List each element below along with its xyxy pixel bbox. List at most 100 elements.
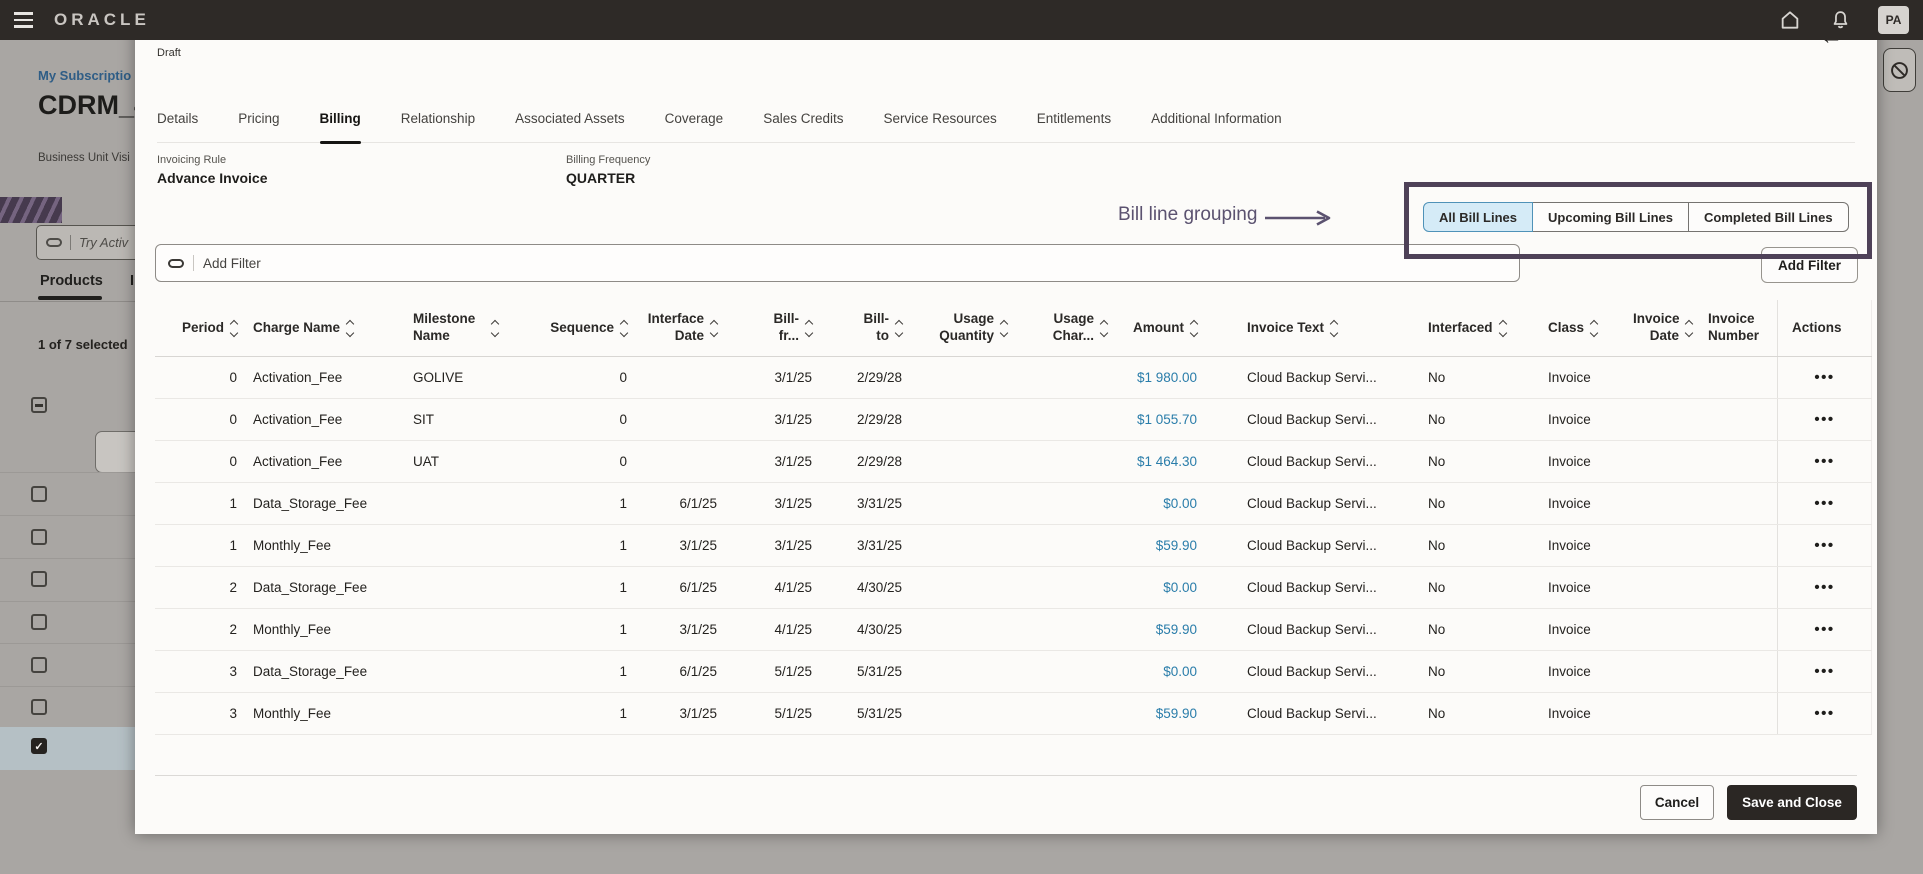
table-row[interactable]: 1 Monthly_Fee 1 3/1/25 3/1/25 3/31/25 $5…	[155, 525, 1872, 567]
table-row[interactable]: 3 Monthly_Fee 1 3/1/25 5/1/25 5/31/25 $5…	[155, 693, 1872, 735]
sort-icon[interactable]	[709, 319, 719, 337]
row-actions-ellipsis-icon[interactable]: •••	[1814, 579, 1835, 596]
sort-icon[interactable]	[1329, 319, 1339, 337]
segment-completed-bill-lines[interactable]: Completed Bill Lines	[1688, 202, 1849, 232]
cell-class: Invoice	[1548, 580, 1591, 595]
row-checkbox[interactable]	[31, 529, 47, 545]
sort-icon[interactable]	[1189, 319, 1199, 337]
cell-amount-link[interactable]: $59.90	[1155, 538, 1197, 553]
bell-icon[interactable]	[1828, 8, 1852, 32]
segment-upcoming-bill-lines[interactable]: Upcoming Bill Lines	[1533, 202, 1689, 232]
sort-icon[interactable]	[999, 319, 1009, 337]
sort-icon[interactable]	[804, 319, 814, 337]
filter-search-bar[interactable]	[155, 244, 1520, 282]
save-and-close-button[interactable]: Save and Close	[1727, 785, 1857, 820]
user-avatar[interactable]: PA	[1878, 6, 1909, 34]
column-header-invoice-number[interactable]: Invoice Number	[1708, 311, 1760, 343]
tab-entitlements[interactable]: Entitlements	[1036, 111, 1112, 126]
hamburger-menu-icon[interactable]	[0, 0, 46, 40]
column-header-bill-from[interactable]: Bill-fr...	[725, 300, 820, 356]
breadcrumb-link[interactable]: My Subscriptio	[38, 68, 132, 83]
select-all-checkbox[interactable]	[31, 397, 47, 413]
row-divider	[0, 472, 135, 473]
column-header-invoice-date[interactable]: Invoice Date	[1625, 300, 1700, 356]
tab-service-resources[interactable]: Service Resources	[883, 111, 997, 126]
sort-icon[interactable]	[619, 319, 629, 337]
row-divider	[0, 686, 135, 687]
cell-amount-link[interactable]: $0.00	[1163, 664, 1197, 679]
column-header-interfaced[interactable]: Interfaced	[1420, 300, 1540, 356]
sort-icon[interactable]	[1684, 319, 1694, 337]
row-actions-ellipsis-icon[interactable]: •••	[1814, 453, 1835, 470]
sort-icon[interactable]	[894, 319, 904, 337]
row-actions-ellipsis-icon[interactable]: •••	[1814, 411, 1835, 428]
cell-interface-date	[635, 399, 725, 440]
row-actions-ellipsis-icon[interactable]: •••	[1814, 705, 1835, 722]
tab-products[interactable]: Products	[40, 273, 103, 289]
tab-sales-credits[interactable]: Sales Credits	[763, 111, 844, 126]
table-row[interactable]: 2 Monthly_Fee 1 3/1/25 4/1/25 4/30/25 $5…	[155, 609, 1872, 651]
cell-amount-link[interactable]: $0.00	[1163, 496, 1197, 511]
column-header-class[interactable]: Class	[1540, 300, 1625, 356]
column-header-sequence[interactable]: Sequence	[530, 300, 635, 356]
column-header-usage-quantity[interactable]: Usage Quantity	[910, 300, 1015, 356]
home-icon[interactable]	[1778, 8, 1802, 32]
column-header-amount[interactable]: Amount	[1115, 300, 1205, 356]
cell-amount-link[interactable]: $1 980.00	[1136, 370, 1197, 385]
row-actions-ellipsis-icon[interactable]: •••	[1814, 537, 1835, 554]
sort-icon[interactable]	[1589, 319, 1599, 337]
table-row[interactable]: 0 Activation_Fee SIT 0 3/1/25 2/29/28 $1…	[155, 399, 1872, 441]
cell-invoice-text: Cloud Backup Servi...	[1247, 622, 1377, 637]
table-row[interactable]: 0 Activation_Fee UAT 0 3/1/25 2/29/28 $1…	[155, 441, 1872, 483]
column-header-charge-name[interactable]: Charge Name	[245, 300, 405, 356]
table-row[interactable]: 3 Data_Storage_Fee 1 6/1/25 5/1/25 5/31/…	[155, 651, 1872, 693]
column-header-interface-date[interactable]: Interface Date	[635, 300, 725, 356]
table-row[interactable]: 0 Activation_Fee GOLIVE 0 3/1/25 2/29/28…	[155, 357, 1872, 399]
tab-billing[interactable]: Billing	[319, 111, 362, 144]
row-checkbox-checked[interactable]: ✓	[31, 738, 47, 754]
sort-icon[interactable]	[1099, 319, 1109, 337]
sort-icon[interactable]	[229, 319, 239, 337]
cell-sequence: 1	[619, 664, 627, 679]
tab-associated-assets[interactable]: Associated Assets	[515, 111, 625, 126]
cancel-button[interactable]: Cancel	[1640, 785, 1714, 820]
add-filter-button[interactable]: Add Filter	[1761, 247, 1858, 283]
filter-input[interactable]	[203, 255, 1519, 271]
row-actions-ellipsis-icon[interactable]: •••	[1814, 621, 1835, 638]
tab-partial[interactable]: I	[130, 273, 135, 289]
cell-amount-link[interactable]: $1 055.70	[1136, 412, 1197, 427]
column-header-bill-to[interactable]: Bill-to	[820, 300, 910, 356]
table-row[interactable]: 1 Data_Storage_Fee 1 6/1/25 3/1/25 3/31/…	[155, 483, 1872, 525]
tab-additional-information[interactable]: Additional Information	[1151, 111, 1282, 126]
cell-amount-link[interactable]: $1 464.30	[1136, 454, 1197, 469]
cell-amount-link[interactable]: $59.90	[1155, 706, 1197, 721]
row-checkbox[interactable]	[31, 699, 47, 715]
tab-coverage[interactable]: Coverage	[664, 111, 724, 126]
column-header-milestone-name[interactable]: Milestone Name	[405, 300, 530, 356]
tab-pricing[interactable]: Pricing	[238, 111, 280, 126]
row-checkbox[interactable]	[31, 571, 47, 587]
cell-interfaced: No	[1428, 664, 1446, 679]
tab-details[interactable]: Details	[157, 111, 199, 126]
row-actions-ellipsis-icon[interactable]: •••	[1814, 495, 1835, 512]
sort-icon[interactable]	[345, 319, 355, 337]
column-header-usage-charge[interactable]: Usage Char...	[1015, 300, 1115, 356]
selected-list-row[interactable]	[0, 727, 135, 770]
cell-amount-link[interactable]: $59.90	[1155, 622, 1197, 637]
cell-bill-to: 2/29/28	[856, 370, 902, 385]
cell-amount-link[interactable]: $0.00	[1163, 580, 1197, 595]
tab-relationship[interactable]: Relationship	[400, 111, 476, 126]
table-row[interactable]: 2 Data_Storage_Fee 1 6/1/25 4/1/25 4/30/…	[155, 567, 1872, 609]
sort-icon[interactable]	[1498, 319, 1507, 337]
row-actions-ellipsis-icon[interactable]: •••	[1814, 663, 1835, 680]
column-header-period[interactable]: Period	[155, 300, 245, 356]
sort-icon[interactable]	[490, 319, 500, 337]
row-checkbox[interactable]	[31, 657, 47, 673]
cell-milestone-name	[405, 567, 530, 608]
row-checkbox[interactable]	[31, 614, 47, 630]
column-header-invoice-text[interactable]: Invoice Text	[1205, 300, 1420, 356]
segment-all-bill-lines[interactable]: All Bill Lines	[1423, 202, 1534, 232]
row-checkbox[interactable]	[31, 486, 47, 502]
blocked-tool-button[interactable]	[1883, 48, 1916, 92]
row-actions-ellipsis-icon[interactable]: •••	[1814, 369, 1835, 386]
